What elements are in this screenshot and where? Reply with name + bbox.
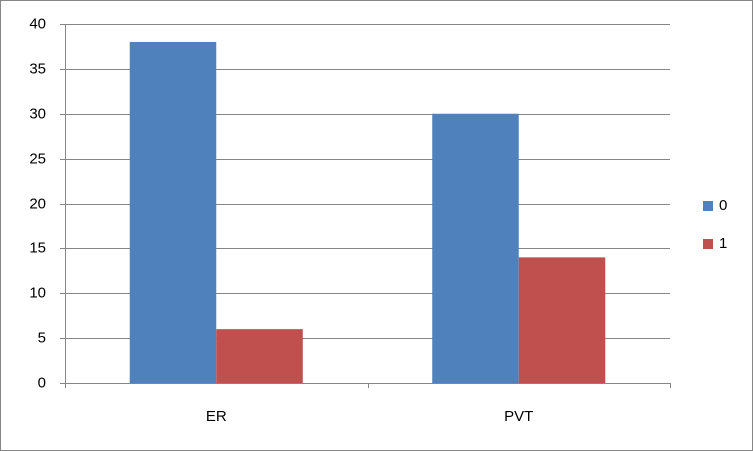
- x-tick-label: PVT: [504, 408, 533, 425]
- y-tick-label: 10: [29, 284, 46, 301]
- y-tick-label: 5: [38, 329, 46, 346]
- y-tick-label: 0: [38, 374, 46, 391]
- bar: [216, 329, 303, 383]
- y-tick-label: 15: [29, 239, 46, 256]
- legend-swatch: [703, 201, 713, 211]
- bar: [432, 113, 519, 383]
- y-tick-label: 30: [29, 105, 46, 122]
- y-tick-label: 20: [29, 195, 46, 212]
- bar: [518, 257, 606, 383]
- y-tick-label: 25: [29, 150, 46, 167]
- legend-label: 1: [719, 235, 727, 252]
- bar: [129, 41, 217, 383]
- legend-label: 0: [719, 197, 727, 214]
- legend-swatch: [703, 239, 713, 249]
- y-tick-label: 35: [29, 60, 46, 77]
- y-tick-label: 40: [29, 15, 46, 32]
- x-tick-label: ER: [206, 408, 227, 425]
